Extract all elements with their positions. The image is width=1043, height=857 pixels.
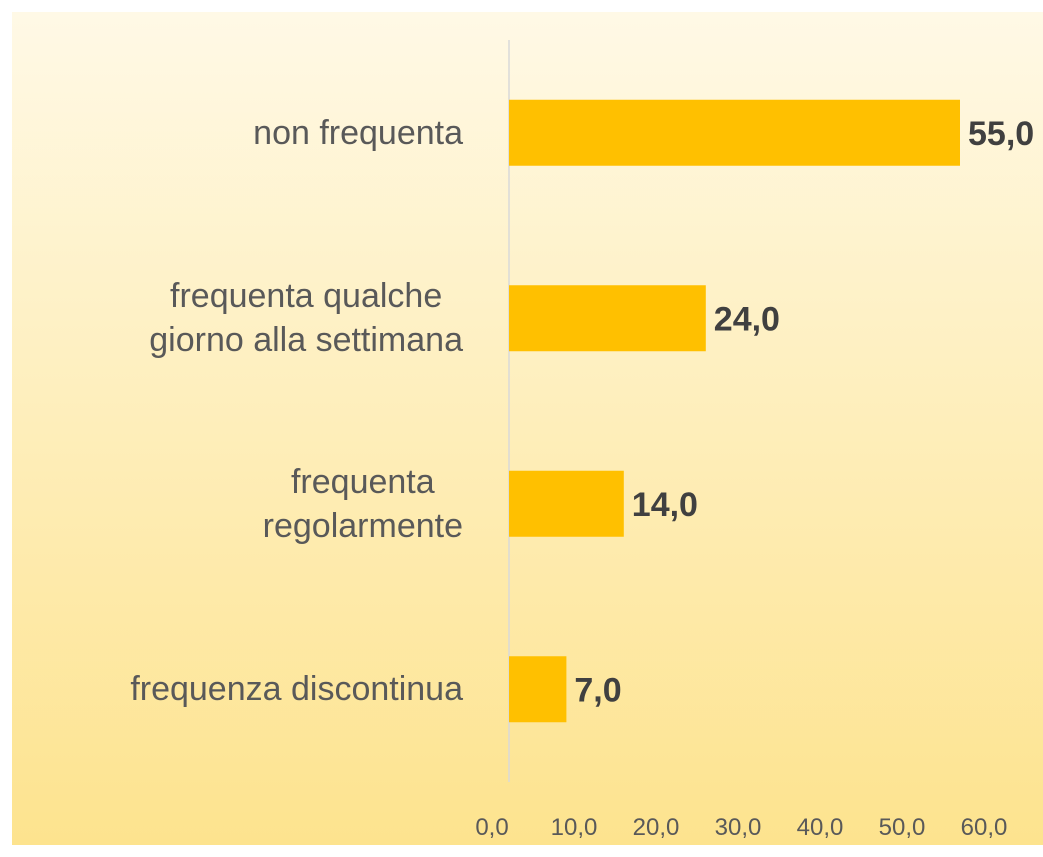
category-label: frequenta qualche giorno alla settimana — [149, 277, 463, 360]
bar — [509, 470, 624, 537]
x-tick-label: 20,0 — [633, 814, 680, 841]
bar — [509, 99, 960, 166]
data-label: 14,0 — [632, 486, 698, 524]
data-label: 55,0 — [968, 115, 1034, 153]
category-label: frequenza discontinua — [130, 670, 463, 709]
bar — [509, 656, 567, 723]
data-label: 24,0 — [714, 300, 780, 338]
x-tick-label: 60,0 — [961, 814, 1008, 841]
bar — [509, 285, 706, 352]
data-label: 7,0 — [574, 671, 621, 709]
x-tick-label: 50,0 — [879, 814, 926, 841]
category-label: non frequenta — [253, 113, 463, 152]
x-tick-label: 10,0 — [551, 814, 598, 841]
x-tick-label: 30,0 — [715, 814, 762, 841]
x-tick-label: 40,0 — [797, 814, 844, 841]
category-label: frequenta regolarmente — [262, 462, 463, 545]
x-tick-label: 0,0 — [475, 814, 508, 841]
